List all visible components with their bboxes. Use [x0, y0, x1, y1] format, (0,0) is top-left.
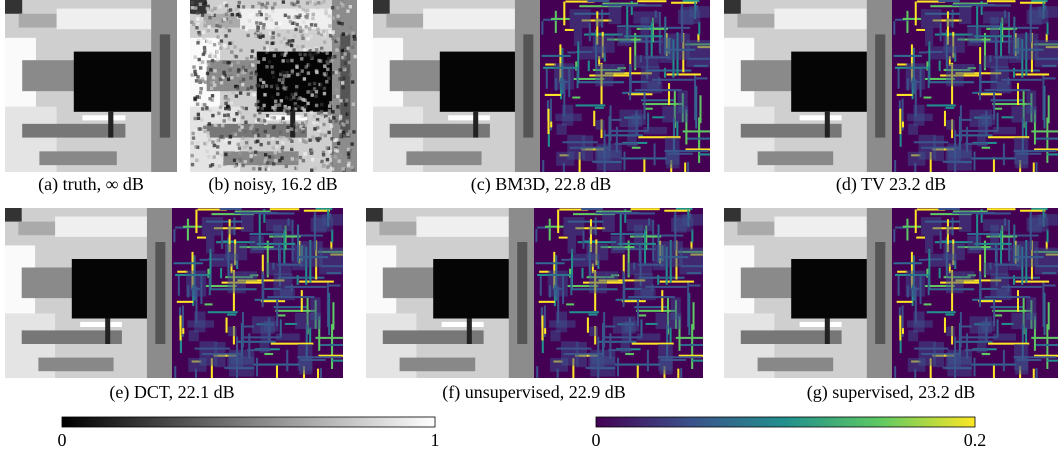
caption: (d) TV 23.2 dB: [836, 174, 946, 195]
images: [5, 0, 1060, 409]
image-layer: [5, 208, 172, 378]
colorbar-tick: 0.2: [964, 430, 987, 450]
image-layer: [172, 208, 369, 409]
image: [373, 0, 540, 172]
image: [892, 208, 1060, 409]
image-layer: [373, 0, 540, 172]
image-layer: [724, 0, 892, 172]
caption: (f) unsupervised, 22.9 dB: [442, 382, 625, 403]
colorbar-gray: [62, 417, 435, 427]
image-layer: [534, 208, 728, 409]
image-layer: [892, 208, 1060, 409]
image-layer: [366, 208, 534, 378]
image-layer: [5, 0, 177, 172]
image: [5, 0, 177, 172]
caption: (c) BM3D, 22.8 dB: [471, 174, 612, 195]
colorbar-tick: 1: [431, 430, 440, 450]
image-layer: [724, 208, 892, 378]
caption: (g) supervised, 23.2 dB: [807, 382, 975, 403]
caption: (b) noisy, 16.2 dB: [208, 174, 337, 195]
colorbar-tick: 0: [592, 430, 601, 450]
caption: (a) truth, ∞ dB: [38, 174, 144, 195]
image: [534, 208, 728, 409]
colorbar-tick: 0: [58, 430, 67, 450]
image: [5, 208, 172, 378]
caption: (e) DCT, 22.1 dB: [109, 382, 234, 403]
colorbar-viridis: [596, 417, 975, 427]
image: [366, 208, 534, 378]
image: [190, 0, 357, 172]
figure: (a) truth, ∞ dB (b) noisy, 16.2 dB (c) BM3…: [0, 0, 1060, 452]
image: [724, 0, 892, 172]
image: [724, 208, 892, 378]
image: [172, 208, 369, 409]
